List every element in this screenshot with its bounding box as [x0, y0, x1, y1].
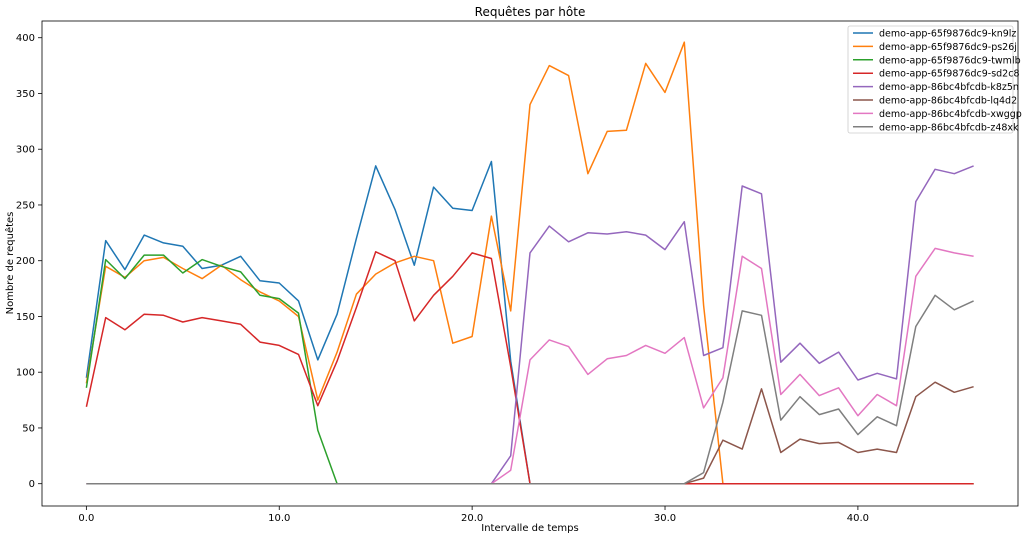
- legend-label: demo-app-86bc4bfcdb-lq4d2: [879, 96, 1017, 107]
- legend-label: demo-app-65f9876dc9-twmlb: [879, 55, 1021, 66]
- x-tick-label: 30.0: [654, 513, 676, 524]
- legend-label: demo-app-65f9876dc9-sd2c8: [879, 69, 1019, 80]
- axes-frame: [41, 20, 1019, 507]
- y-tick-label: 250: [16, 200, 35, 211]
- series-line-0: [85, 160, 974, 485]
- series-line-1: [85, 41, 974, 485]
- y-tick-label: 100: [16, 368, 35, 379]
- y-tick-label: 300: [16, 145, 35, 156]
- y-tick-label: 200: [16, 256, 35, 267]
- x-tick-label: 20.0: [461, 513, 483, 524]
- plot-lines: [85, 41, 974, 485]
- series-line-3: [85, 251, 974, 485]
- legend-label: demo-app-65f9876dc9-kn9lz: [879, 29, 1016, 40]
- legend-label: demo-app-86bc4bfcdb-z48xk: [879, 122, 1019, 133]
- y-tick-label: 350: [16, 89, 35, 100]
- x-tick-label: 0.0: [78, 513, 94, 524]
- y-axis: 0 50 100 150 200 250 300 350 400: [16, 33, 42, 490]
- y-tick-label: 50: [22, 423, 35, 434]
- y-axis-label: Nombre de requêtes: [4, 212, 16, 315]
- legend-label: demo-app-86bc4bfcdb-k8z5n: [879, 82, 1019, 93]
- x-axis-label: Intervalle de temps: [481, 523, 578, 534]
- legend-label: demo-app-86bc4bfcdb-xwggp: [879, 109, 1022, 120]
- series-line-7: [86, 294, 974, 485]
- series-line-4: [86, 165, 974, 485]
- legend: demo-app-65f9876dc9-kn9lz demo-app-65f987…: [847, 25, 1022, 134]
- series-line-5: [86, 381, 974, 485]
- series-line-2: [85, 254, 974, 485]
- x-axis: 0.0 10.0 20.0 30.0 40.0: [78, 506, 869, 524]
- legend-frame: [847, 25, 1014, 134]
- x-tick-label: 40.0: [847, 513, 869, 524]
- chart-title: Requêtes par hôte: [475, 5, 586, 19]
- legend-label: demo-app-65f9876dc9-ps26j: [879, 42, 1017, 53]
- series-line-6: [86, 247, 974, 485]
- y-tick-label: 150: [16, 312, 35, 323]
- x-tick-label: 10.0: [268, 513, 290, 524]
- y-tick-label: 0: [29, 479, 35, 490]
- y-tick-label: 400: [16, 33, 35, 44]
